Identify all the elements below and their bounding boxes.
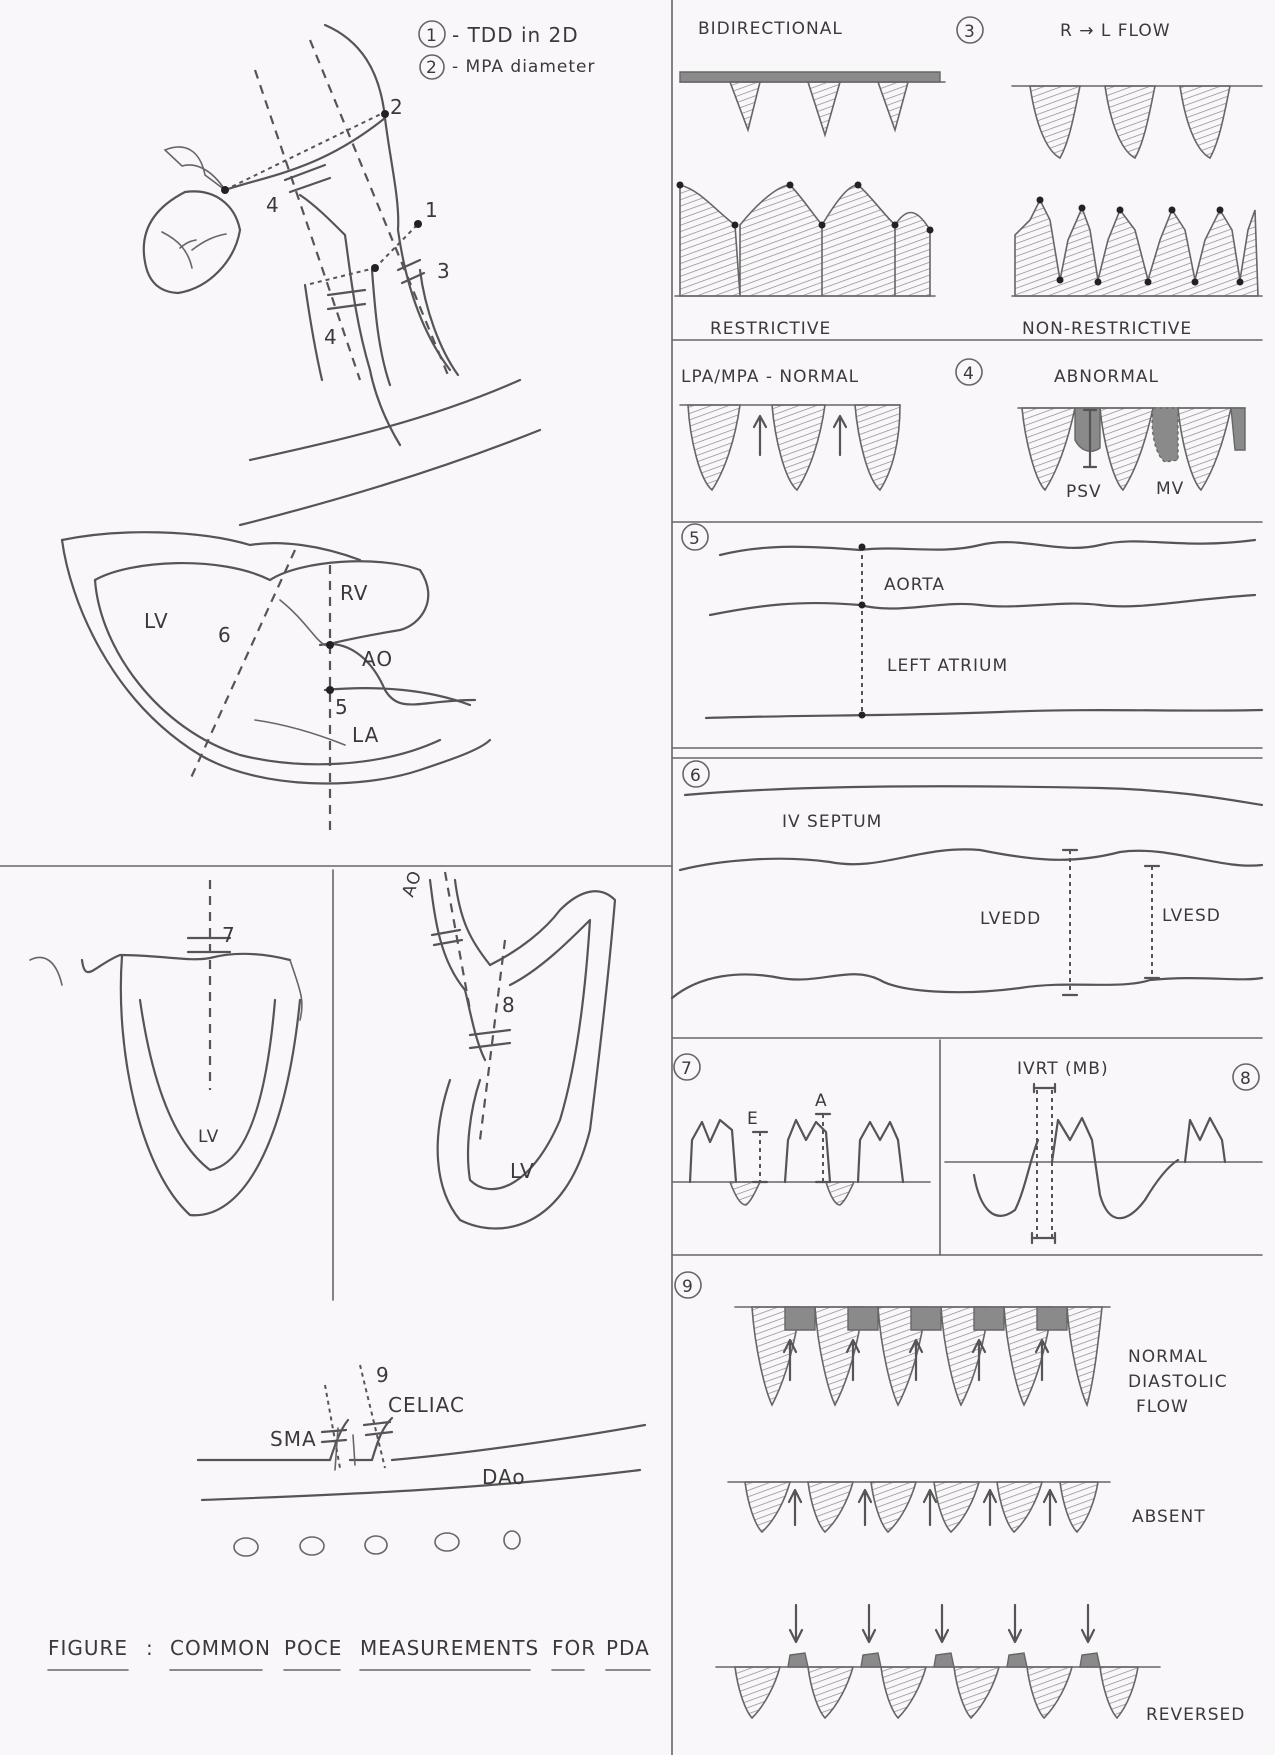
panel-9-descending-aorta-flow: 9 NORMAL DIASTOLIC FLOW (674, 1271, 1245, 1725)
arch-label-2: 2 (390, 95, 404, 119)
caption-word-figure: FIGURE (48, 1636, 128, 1660)
panel4-psv-label: PSV (1066, 482, 1102, 502)
heart-label-la: LA (352, 723, 379, 747)
apical-right-label-8: 8 (502, 993, 516, 1017)
ductal-arch-sketch: 4 2 1 3 4 (142, 23, 542, 527)
parasternal-long-axis-sketch: LV RV 6 AO 5 LA (60, 531, 492, 835)
caption-word-for: FOR (552, 1636, 596, 1660)
legend: 1 - TDD in 2D 2 - MPA diameter (418, 20, 595, 80)
caption-colon: : (146, 1636, 154, 1660)
caption-word-poce: POCE (284, 1636, 342, 1660)
abdominal-label-sma: SMA (270, 1427, 317, 1451)
apical-right-label-lv: LV (510, 1159, 535, 1183)
panel5-aorta-label: AORTA (884, 575, 945, 595)
panel8-ivrt-label: IVRT (MB) (1017, 1059, 1109, 1079)
panel5-left-atrium-label: LEFT ATRIUM (887, 656, 1008, 676)
figure-caption: FIGURE : COMMON POCE MEASUREMENTS FOR PD… (47, 1636, 651, 1671)
legend-item2-text: - MPA diameter (452, 57, 595, 77)
panel6-lvedd-label: LVEDD (980, 909, 1041, 929)
panel3-non-restrictive-label: NON-RESTRICTIVE (1022, 319, 1192, 339)
panel7-a-label: A (815, 1091, 828, 1111)
abdominal-label-9: 9 (376, 1363, 390, 1387)
legend-item2-number: 2 (426, 58, 438, 78)
panel-7-mitral-inflow: 7 E A (671, 1053, 931, 1206)
panel6-number: 6 (690, 766, 702, 786)
heart-label-5: 5 (335, 695, 349, 719)
panel4-normal-label: LPA/MPA - NORMAL (681, 367, 859, 387)
panel9-normal-line2: DIASTOLIC (1128, 1372, 1228, 1392)
panel6-lvesd-label: LVESD (1162, 906, 1221, 926)
abdominal-label-dao: DAo (482, 1465, 526, 1489)
apical-view-left: 7 LV (29, 880, 303, 1217)
caption-word-measurements: MEASUREMENTS (360, 1636, 539, 1660)
panel-6-lv-dimensions: 6 IV SEPTUM LVEDD LVESD (670, 760, 1264, 1000)
arch-label-4a: 4 (266, 193, 280, 217)
arch-label-4b: 4 (324, 325, 338, 349)
panel9-normal-line3: FLOW (1136, 1397, 1189, 1417)
legend-item1-number: 1 (426, 26, 438, 46)
panel4-mv-label: MV (1156, 479, 1184, 499)
panel4-abnormal-label: ABNORMAL (1054, 367, 1159, 387)
panel5-number: 5 (689, 529, 701, 549)
arch-label-3: 3 (437, 259, 451, 283)
heart-label-6: 6 (218, 623, 232, 647)
panel7-number: 7 (681, 1059, 693, 1079)
panel-4-lpa-mpa-flow: LPA/MPA - NORMAL 4 ABNORMAL PSV MV (679, 358, 1246, 502)
panel3-restrictive-label: RESTRICTIVE (710, 319, 831, 339)
panel-8-ivrt: IVRT (MB) 8 (944, 1059, 1263, 1245)
apical-left-label-7: 7 (222, 923, 236, 947)
legend-item1-text: - TDD in 2D (452, 23, 579, 47)
panel-5-la-ao-ratio: 5 AORTA LEFT ATRIUM (681, 523, 1264, 720)
panel-3-ductal-flow: BIDIRECTIONAL 3 R → L FLOW RESTRICTIVE N… (674, 16, 1263, 339)
heart-label-ao: AO (362, 647, 393, 671)
panel8-number: 8 (1240, 1069, 1252, 1089)
vertebrae (233, 1530, 521, 1557)
abdominal-aorta-sketch: 9 CELIAC SMA DAo (196, 1363, 647, 1557)
panel6-iv-septum-label: IV SEPTUM (782, 812, 882, 832)
panel3-number: 3 (964, 22, 976, 42)
panel3-rl-flow-label: R → L FLOW (1060, 21, 1171, 41)
panel9-normal-line1: NORMAL (1128, 1347, 1208, 1367)
arch-label-1: 1 (425, 198, 439, 222)
panel4-number: 4 (963, 364, 975, 384)
abdominal-label-celiac: CELIAC (388, 1393, 465, 1417)
panel9-absent-label: ABSENT (1132, 1507, 1206, 1527)
caption-word-pda: PDA (606, 1636, 650, 1660)
heart-label-rv: RV (340, 581, 368, 605)
panel9-reversed-label: REVERSED (1146, 1705, 1245, 1725)
panel9-number: 9 (682, 1277, 694, 1297)
panel3-bidirectional-label: BIDIRECTIONAL (698, 19, 843, 39)
apical-left-label-lv: LV (198, 1127, 219, 1147)
apical-right-label-ao: AO (398, 868, 426, 900)
panel7-e-label: E (747, 1109, 759, 1129)
heart-label-lv: LV (144, 609, 169, 633)
apical-view-right: AO 8 LV (398, 868, 617, 1230)
caption-word-common: COMMON (170, 1636, 271, 1660)
